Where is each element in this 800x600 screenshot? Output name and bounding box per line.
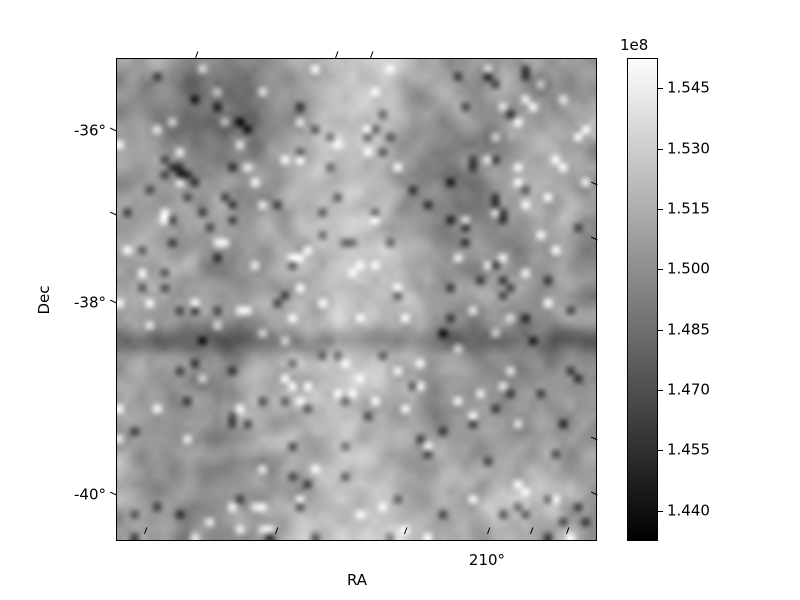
colorbar-tickmark: [658, 88, 663, 90]
dec-tick-label: -36°: [74, 121, 106, 140]
colorbar-tickmark: [658, 510, 663, 512]
colorbar-tick-label: 1.500: [667, 259, 710, 278]
colorbar-tickmark: [658, 269, 663, 271]
colorbar-tick-label: 1.515: [667, 199, 710, 218]
x-axis-label: RA: [346, 571, 368, 589]
colorbar[interactable]: [627, 58, 663, 541]
colorbar-tickmark: [658, 208, 663, 210]
colorbar-tick-label: 1.485: [667, 320, 710, 339]
colorbar-tick-label: 1.470: [667, 380, 710, 399]
colorbar-tickmark: [658, 329, 663, 331]
sky-map-axes[interactable]: [109, 51, 598, 541]
colorbar-tick-label: 1.455: [667, 440, 710, 459]
dec-tick-label: -40°: [74, 485, 106, 504]
colorbar-tickmark: [658, 390, 663, 392]
sky-map-heatmap: [116, 58, 597, 541]
colorbar-tickmark: [658, 148, 663, 150]
y-axis-label: Dec: [35, 285, 53, 315]
ra-tick-label: 210°: [468, 551, 506, 569]
colorbar-gradient: [627, 58, 658, 541]
colorbar-tick-label: 1.545: [667, 78, 710, 97]
dec-tick-label: -38°: [74, 293, 106, 312]
colorbar-tickmark: [658, 450, 663, 452]
colorbar-tick-label: 1.440: [667, 501, 710, 520]
colorbar-offset-text: 1e8: [620, 36, 649, 54]
colorbar-tick-label: 1.530: [667, 139, 710, 158]
